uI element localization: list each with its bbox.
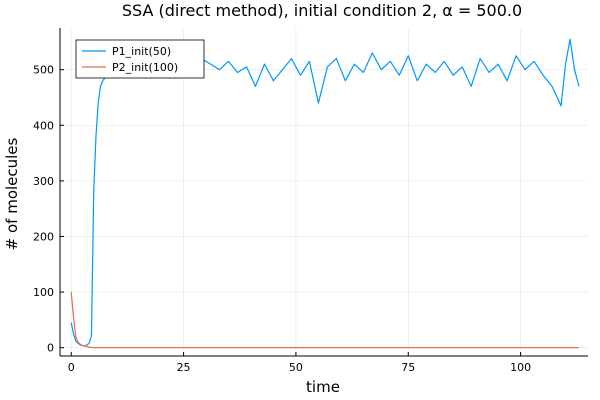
y-tick-label: 200 <box>33 230 54 243</box>
y-tick-label: 0 <box>47 342 54 355</box>
y-tick-label: 400 <box>33 119 54 132</box>
series-layer <box>70 38 580 349</box>
legend-label-2: P2_init(100) <box>112 61 178 74</box>
x-tick-label: 25 <box>177 361 191 374</box>
x-tick-label: 100 <box>510 361 531 374</box>
x-tick-label: 0 <box>68 361 75 374</box>
legend: P1_init(50) P2_init(100) <box>75 39 205 79</box>
series-line-1 <box>70 38 580 347</box>
axes: 0 25 50 75 100 0 100 200 300 400 500 <box>33 28 588 374</box>
x-tick-label: 75 <box>401 361 415 374</box>
series-line-2 <box>70 292 580 349</box>
x-tick-label: 50 <box>289 361 303 374</box>
legend-label-1: P1_init(50) <box>112 45 171 58</box>
y-axis-label: # of molecules <box>3 137 21 250</box>
legend-box <box>75 39 205 79</box>
y-tick-label: 100 <box>33 286 54 299</box>
chart-title: SSA (direct method), initial condition 2… <box>122 1 522 20</box>
x-axis-label: time <box>306 378 340 396</box>
y-tick-label: 300 <box>33 175 54 188</box>
y-tick-label: 500 <box>33 64 54 77</box>
